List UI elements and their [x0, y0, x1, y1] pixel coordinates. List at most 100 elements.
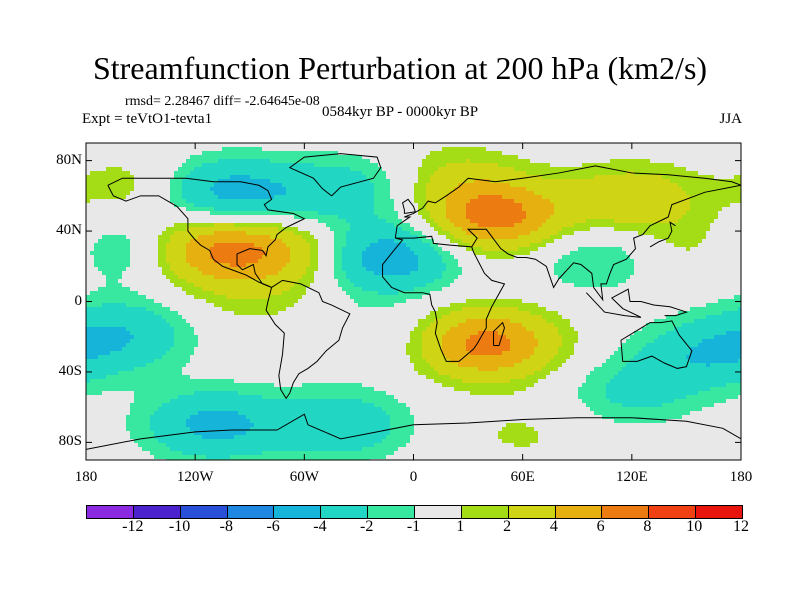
field-cell [694, 219, 699, 224]
field-cell [266, 151, 271, 156]
field-cell [94, 175, 99, 180]
field-cell [618, 179, 623, 184]
field-cell [326, 163, 331, 168]
field-cell [582, 171, 587, 176]
field-cell [698, 207, 703, 212]
field-cell [502, 247, 507, 252]
field-cell [238, 199, 243, 204]
field-cell [254, 143, 259, 148]
field-cell [590, 255, 595, 260]
field-cell [706, 167, 711, 172]
field-cell [482, 183, 487, 188]
field-cell [538, 147, 543, 152]
field-cell [406, 227, 411, 232]
field-cell [546, 147, 551, 152]
field-cell [670, 159, 675, 164]
field-cell [402, 191, 407, 196]
field-cell [338, 191, 343, 196]
field-cell [718, 243, 723, 248]
field-cell [554, 251, 559, 256]
field-cell [386, 159, 391, 164]
field-cell [590, 159, 595, 164]
field-cell [658, 163, 663, 168]
field-cell [214, 195, 219, 200]
field-cell [234, 239, 239, 244]
field-cell [718, 239, 723, 244]
field-cell [630, 207, 635, 212]
field-cell [530, 159, 535, 164]
field-cell [154, 207, 159, 212]
field-cell [122, 207, 127, 212]
field-cell [386, 183, 391, 188]
field-cell [278, 175, 283, 180]
field-cell [334, 159, 339, 164]
field-cell [702, 179, 707, 184]
field-cell [626, 203, 631, 208]
field-cell [114, 255, 119, 260]
field-cell [262, 167, 267, 172]
field-cell [258, 143, 263, 148]
field-cell [502, 211, 507, 216]
field-cell [718, 183, 723, 188]
field-cell [202, 227, 207, 232]
field-cell [366, 251, 371, 256]
field-cell [94, 199, 99, 204]
field-cell [614, 251, 619, 256]
field-cell [546, 179, 551, 184]
field-cell [114, 211, 119, 216]
field-cell [562, 219, 567, 224]
field-cell [502, 195, 507, 200]
field-cell [206, 171, 211, 176]
field-cell [522, 247, 527, 252]
field-cell [210, 227, 215, 232]
field-cell [330, 211, 335, 216]
field-cell [290, 175, 295, 180]
field-cell [394, 235, 399, 240]
field-cell [198, 155, 203, 160]
field-cell [722, 239, 727, 244]
field-cell [166, 263, 171, 268]
field-cell [594, 175, 599, 180]
field-cell [182, 227, 187, 232]
field-cell [394, 151, 399, 156]
field-cell [218, 167, 223, 172]
field-cell [642, 223, 647, 228]
field-cell [226, 159, 231, 164]
field-cell [126, 263, 131, 268]
field-cell [122, 183, 127, 188]
field-cell [726, 203, 731, 208]
field-cell [282, 167, 287, 172]
field-cell [630, 247, 635, 252]
field-cell [378, 263, 383, 268]
field-cell [538, 255, 543, 260]
field-cell [490, 219, 495, 224]
field-cell [666, 255, 671, 260]
field-cell [202, 247, 207, 252]
field-cell [214, 143, 219, 148]
field-cell [294, 187, 299, 192]
field-cell [494, 243, 499, 248]
field-cell [522, 231, 527, 236]
field-cell [738, 243, 741, 248]
field-cell [382, 151, 387, 156]
field-cell [698, 171, 703, 176]
field-cell [350, 191, 355, 196]
field-cell [522, 235, 527, 240]
field-cell [730, 207, 735, 212]
field-cell [366, 263, 371, 268]
field-cell [530, 251, 535, 256]
field-cell [426, 223, 431, 228]
field-cell [230, 227, 235, 232]
field-cell [138, 259, 143, 264]
field-cell [250, 147, 255, 152]
field-cell [98, 215, 103, 220]
field-cell [330, 239, 335, 244]
field-cell [174, 255, 179, 260]
field-cell [350, 163, 355, 168]
field-cell [94, 219, 99, 224]
field-cell [150, 231, 155, 236]
field-cell [238, 247, 243, 252]
field-cell [662, 191, 667, 196]
field-cell [654, 163, 659, 168]
field-cell [462, 155, 467, 160]
